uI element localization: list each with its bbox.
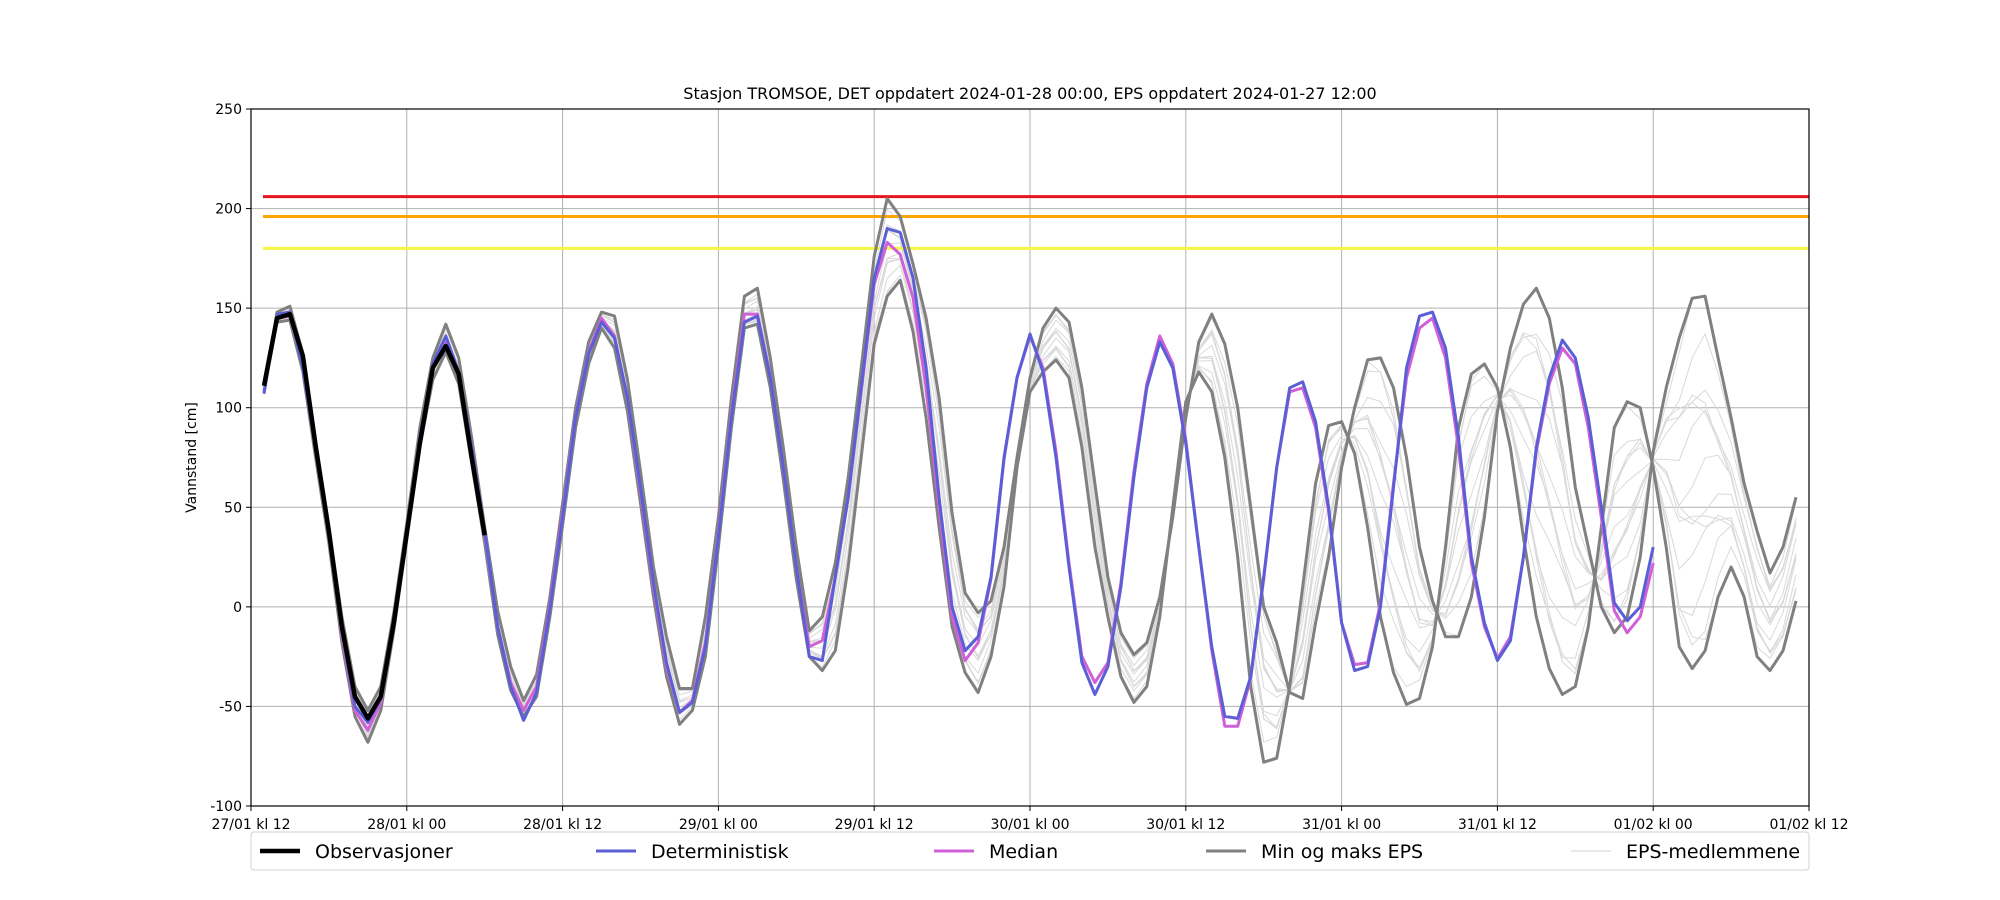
- y-tick-label: -100: [210, 799, 242, 815]
- x-tick-label: 31/01 kl 00: [1302, 817, 1381, 833]
- x-tick-label: 01/02 kl 12: [1769, 817, 1848, 833]
- legend-label: Deterministisk: [651, 841, 789, 863]
- y-tick-label: 250: [215, 102, 242, 118]
- legend-label: Observasjoner: [315, 841, 453, 863]
- legend-label: Min og maks EPS: [1261, 841, 1423, 863]
- y-tick-label: 0: [233, 600, 242, 616]
- x-tick-label: 30/01 kl 00: [990, 817, 1069, 833]
- observations-line: [261, 311, 487, 721]
- y-tick-label: -50: [219, 699, 242, 715]
- y-tick-label: 50: [224, 500, 242, 516]
- legend: Observasjoner Deterministisk Median Min og …: [250, 831, 1810, 871]
- x-tick-label: 27/01 kl 12: [211, 817, 290, 833]
- x-tick-label: 01/02 kl 00: [1614, 817, 1693, 833]
- series-lines: [261, 197, 1798, 764]
- legend-label: Median: [989, 841, 1058, 863]
- x-tick-label: 28/01 kl 00: [367, 817, 446, 833]
- chart-title: Stasjon TROMSOE, DET oppdatert 2024-01-2…: [683, 84, 1376, 103]
- legend-label: EPS-medlemmene: [1626, 841, 1800, 863]
- legend-box: [250, 831, 1810, 871]
- y-tick-label: 200: [215, 202, 242, 218]
- eps-max-line: [262, 197, 1798, 712]
- x-tick-label: 30/01 kl 12: [1146, 817, 1225, 833]
- deterministic-line: [262, 227, 1655, 724]
- axes: -100 -50 0 50 100 150 200 250 27/01 kl 12 28/01 k…: [210, 102, 1848, 833]
- y-tick-label: 150: [215, 301, 242, 317]
- x-tick-label: 29/01 kl 12: [835, 817, 914, 833]
- y-tick-label: 100: [215, 401, 242, 417]
- y-axis-label: Vannstand [cm]: [184, 402, 200, 513]
- threshold-lines: [263, 195, 1809, 250]
- x-tick-label: 28/01 kl 12: [523, 817, 602, 833]
- x-tick-label: 31/01 kl 12: [1458, 817, 1537, 833]
- x-tick-label: 29/01 kl 00: [679, 817, 758, 833]
